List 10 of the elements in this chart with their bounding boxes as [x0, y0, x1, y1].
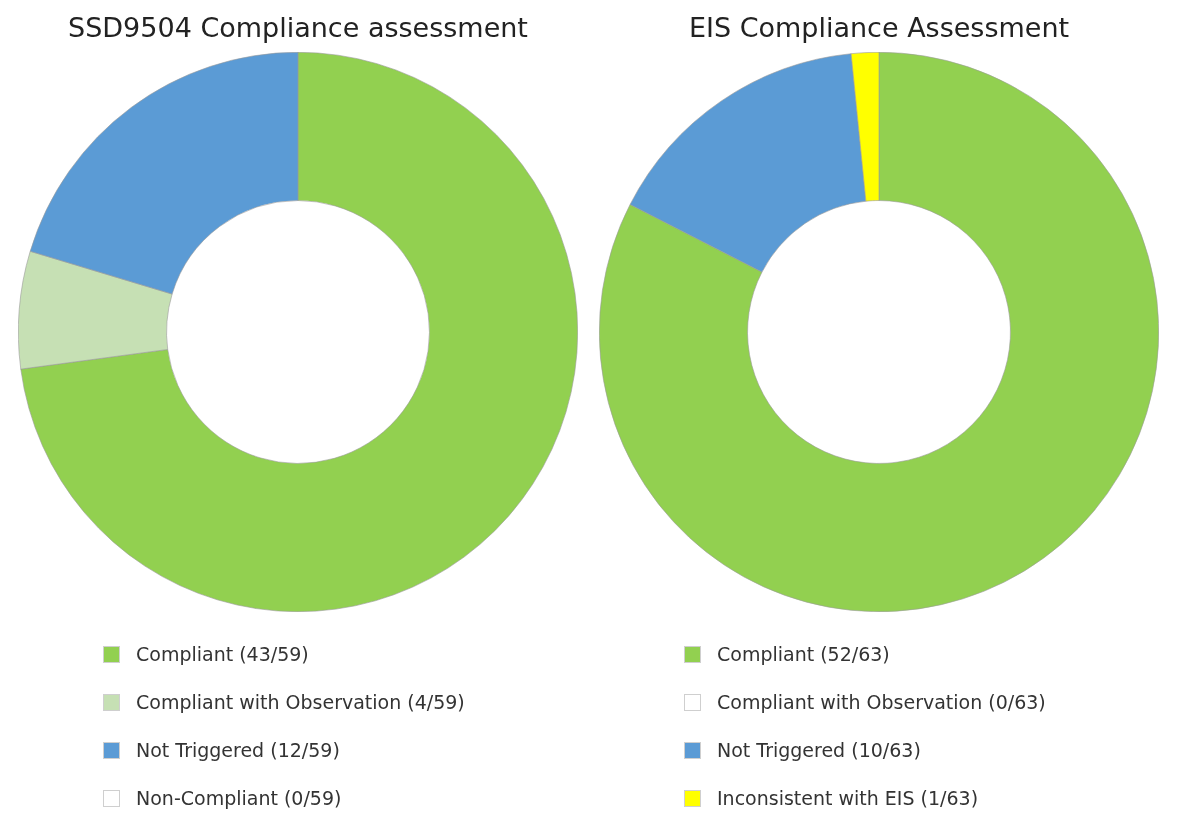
- legend-label: Compliant with Observation (0/63): [717, 691, 1046, 713]
- legend-label: Compliant (43/59): [136, 643, 309, 665]
- legend-label: Compliant (52/63): [717, 643, 890, 665]
- legend-label: Not Triggered (10/63): [717, 739, 921, 761]
- chart-title: EIS Compliance Assessment: [687, 11, 1071, 45]
- chart-title: SSD9504 Compliance assessment: [67, 11, 529, 45]
- legend-label: Compliant with Observation (4/59): [136, 691, 465, 713]
- legend-label: Not Triggered (12/59): [136, 739, 340, 761]
- legend-label: Inconsistent with EIS (1/63): [717, 787, 979, 809]
- legend-label: Non-Compliant (0/59): [136, 787, 342, 809]
